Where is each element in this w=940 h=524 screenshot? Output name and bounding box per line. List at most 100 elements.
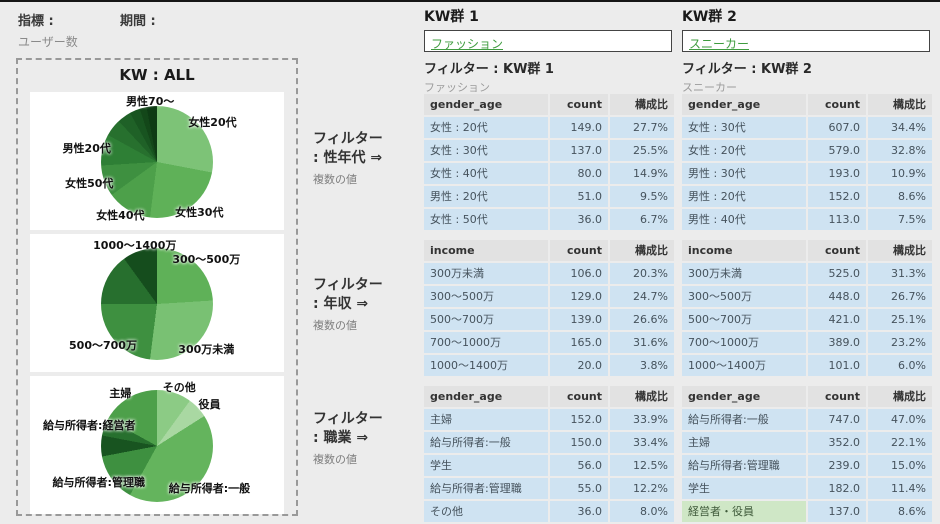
table-cell: 12.5% <box>610 455 674 476</box>
pie-slice-label: 役員 <box>198 397 221 411</box>
table-cell: 12.2% <box>610 478 674 499</box>
table-cell: 33.4% <box>610 432 674 453</box>
pie-slice-label: 女性50代 <box>65 177 114 190</box>
table-cell: 給与所得者:管理職 <box>424 478 548 499</box>
filter-control-occupation[interactable]: フィルター : 職業 ⇒ 複数の値 <box>313 410 383 467</box>
pie-slice-label: 主婦 <box>109 386 132 400</box>
kw-all-panel: KW : ALL 女性20代 女性30代 女性40代 女性50代 男性20代 男性70〜 … <box>16 58 298 516</box>
table-cell: 500〜700万 <box>424 309 548 330</box>
pie-slice-label: 男性20代 <box>62 142 111 156</box>
table-cell: 193.0 <box>808 163 866 184</box>
table-cell: 主婦 <box>682 432 806 453</box>
table-cell: 20.0 <box>550 355 608 376</box>
table-cell: 7.5% <box>868 209 932 230</box>
table-cell: 男性 : 20代 <box>682 186 806 207</box>
table-cell: 8.6% <box>868 186 932 207</box>
window-top-edge <box>0 0 940 2</box>
table-cell: 389.0 <box>808 332 866 353</box>
table-cell: 8.6% <box>868 501 932 522</box>
income-table-kw1: income count 構成比 300万未満 106.0 20.3% 300〜500万 12… <box>424 240 674 376</box>
table-cell: 525.0 <box>808 263 866 284</box>
filter-title-line: : 年収 ⇒ <box>313 296 369 312</box>
kw-group-1-input[interactable]: ファッション <box>424 30 672 52</box>
table-cell: 33.9% <box>610 409 674 430</box>
table-cell: 女性 : 30代 <box>424 140 548 161</box>
occupation-table-kw1: gender_age count 構成比 主婦 152.0 33.9% 給与所得者:一般 15… <box>424 386 674 522</box>
table-cell: 700〜1000万 <box>424 332 548 353</box>
table-cell: 149.0 <box>550 117 608 138</box>
table-header-cell: count <box>550 94 608 115</box>
table-cell: 6.7% <box>610 209 674 230</box>
kw-group-2-input[interactable]: スニーカー <box>682 30 930 52</box>
table-header-cell: 構成比 <box>610 240 674 261</box>
table-cell: 36.0 <box>550 209 608 230</box>
filter-control-gender-age[interactable]: フィルター : 性年代 ⇒ 複数の値 <box>313 130 383 187</box>
table-cell: 15.0% <box>868 455 932 476</box>
table-cell: 36.0 <box>550 501 608 522</box>
table-header-cell: 構成比 <box>868 386 932 407</box>
table-cell: 747.0 <box>808 409 866 430</box>
kw-group-1-input-value: ファッション <box>431 37 504 51</box>
table-cell: 8.0% <box>610 501 674 522</box>
table-header-cell: count <box>808 94 866 115</box>
table-header-cell: income <box>424 240 548 261</box>
table-cell: 女性 : 30代 <box>682 117 806 138</box>
table-cell: 6.0% <box>868 355 932 376</box>
kw-group-1-filter-value: ファッション <box>424 81 490 94</box>
filter-title-line: フィルター <box>313 411 383 427</box>
pie-chart[interactable] <box>101 106 213 218</box>
table-header-cell: income <box>682 240 806 261</box>
kw-group-2-heading: KW群 2 <box>682 9 737 25</box>
filter-title-line: : 職業 ⇒ <box>313 430 369 446</box>
table-cell: 106.0 <box>550 263 608 284</box>
table-cell: 男性 : 40代 <box>682 209 806 230</box>
kw-group-2-input-value: スニーカー <box>689 37 750 51</box>
pie-slice-label: 女性40代 <box>96 209 145 223</box>
table-cell: 300万未満 <box>682 263 806 284</box>
table-cell: 55.0 <box>550 478 608 499</box>
table-cell: 女性 : 20代 <box>682 140 806 161</box>
pie-slice-label: 男性70〜 <box>126 95 175 108</box>
filter-title-line: フィルター <box>313 131 383 147</box>
table-cell: 3.8% <box>610 355 674 376</box>
income-table-kw2: income count 構成比 300万未満 525.0 31.3% 300〜500万 44… <box>682 240 932 376</box>
table-cell: 300〜500万 <box>424 286 548 307</box>
table-header-cell: count <box>550 240 608 261</box>
pie-slice-label: 給与所得者:一般 <box>168 482 251 496</box>
table-cell: 300〜500万 <box>682 286 806 307</box>
table-cell: 23.2% <box>868 332 932 353</box>
table-cell: 22.1% <box>868 432 932 453</box>
table-cell: 56.0 <box>550 455 608 476</box>
table-cell: 113.0 <box>808 209 866 230</box>
filter-control-income[interactable]: フィルター : 年収 ⇒ 複数の値 <box>313 276 383 333</box>
table-cell: 学生 <box>424 455 548 476</box>
kw-group-2-filter-title: フィルター : KW群 2 <box>682 62 812 77</box>
table-header-cell: 構成比 <box>610 94 674 115</box>
kw-group-1-heading: KW群 1 <box>424 9 479 25</box>
table-cell: 1000〜1400万 <box>682 355 806 376</box>
table-cell: 137.0 <box>808 501 866 522</box>
comparison-area: KW群 1 ファッション フィルター : KW群 1 ファッション KW群 2 … <box>424 6 932 524</box>
table-cell: 80.0 <box>550 163 608 184</box>
kw-group-2-header: KW群 2 スニーカー フィルター : KW群 2 スニーカー <box>682 6 932 95</box>
pie-slice-label: その他 <box>162 381 196 395</box>
meta-header: 指標 : ユーザー数 期間 : <box>18 10 298 50</box>
table-header-cell: count <box>550 386 608 407</box>
kw-group-1-header: KW群 1 ファッション フィルター : KW群 1 ファッション <box>424 6 674 95</box>
pie-chart[interactable] <box>101 248 213 360</box>
filter-value-note: 複数の値 <box>313 453 357 466</box>
table-cell: 352.0 <box>808 432 866 453</box>
filter-title-line: : 性年代 ⇒ <box>313 150 383 166</box>
metric-label: 指標 : <box>18 14 54 29</box>
table-cell: 27.7% <box>610 117 674 138</box>
table-cell: 448.0 <box>808 286 866 307</box>
pie-chart[interactable] <box>101 390 213 502</box>
table-cell: 9.5% <box>610 186 674 207</box>
table-cell: 25.5% <box>610 140 674 161</box>
table-cell: 152.0 <box>808 186 866 207</box>
table-cell: 47.0% <box>868 409 932 430</box>
table-header-cell: 構成比 <box>868 94 932 115</box>
table-cell: 主婦 <box>424 409 548 430</box>
table-cell: 女性 : 40代 <box>424 163 548 184</box>
table-cell: 25.1% <box>868 309 932 330</box>
